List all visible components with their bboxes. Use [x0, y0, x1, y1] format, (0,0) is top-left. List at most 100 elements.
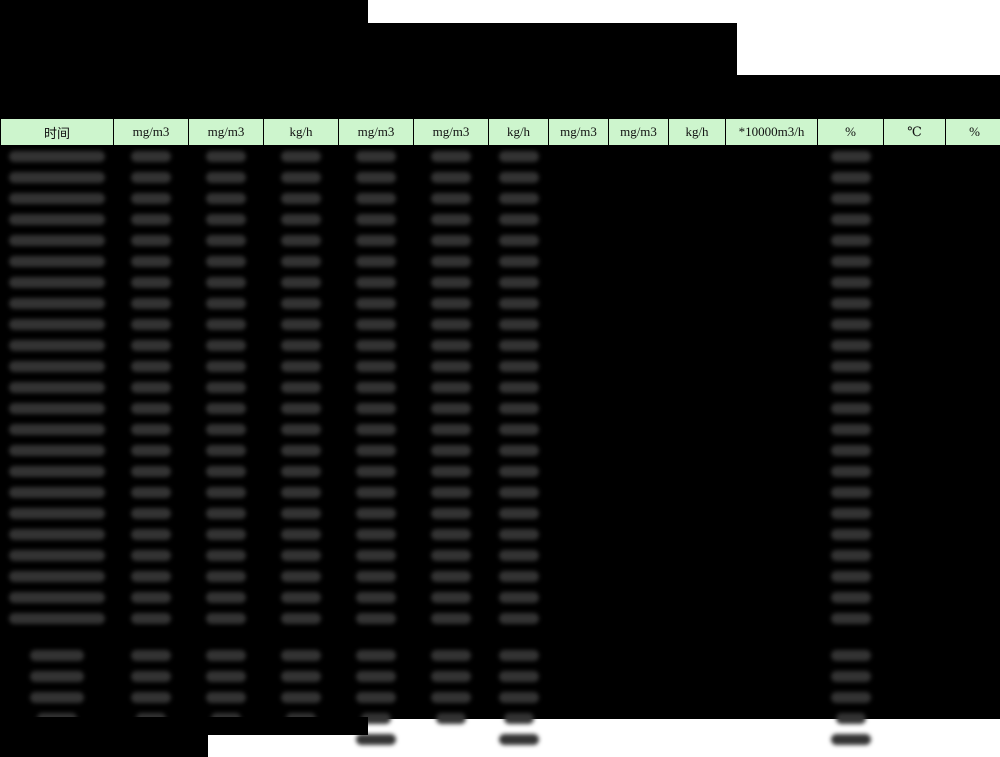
- redacted-value: [498, 193, 539, 205]
- cell-col2: [114, 209, 189, 230]
- table-row: [1, 440, 1000, 461]
- redacted-value: [356, 193, 396, 205]
- cell-col9: [609, 209, 669, 230]
- cell-col4: [264, 545, 339, 566]
- cell-col7: [489, 398, 549, 419]
- mask-top-middle: [0, 23, 737, 75]
- redacted-value: [431, 382, 471, 394]
- cell-col6: [414, 729, 489, 750]
- cell-col5: [339, 356, 414, 377]
- cell-col2: [114, 545, 189, 566]
- redacted-value: [498, 671, 539, 683]
- cell-col6: [414, 461, 489, 482]
- cell-col3: [189, 188, 264, 209]
- cell-col10: [669, 461, 726, 482]
- cell-col4: [264, 335, 339, 356]
- cell-col6: [414, 666, 489, 687]
- redacted-value: [498, 319, 539, 331]
- cell-col3: [189, 440, 264, 461]
- cell-col5: [339, 503, 414, 524]
- cell-col13: [884, 230, 946, 251]
- cell-col13: [884, 482, 946, 503]
- cell-col7: [489, 293, 549, 314]
- column-header-time: 时间: [0, 118, 114, 146]
- redacted-value: [281, 487, 321, 499]
- cell-col11: [726, 188, 818, 209]
- cell-col14: [946, 461, 1000, 482]
- redacted-value: [9, 571, 105, 583]
- redacted-value: [131, 508, 171, 520]
- cell-col14: [946, 440, 1000, 461]
- redacted-value: [9, 214, 105, 226]
- cell-col6: [414, 503, 489, 524]
- cell-time: [1, 335, 114, 356]
- cell-col2: [114, 503, 189, 524]
- cell-col13: [884, 666, 946, 687]
- redacted-value: [431, 319, 471, 331]
- cell-col13: [884, 645, 946, 666]
- cell-col7: [489, 230, 549, 251]
- redacted-value: [9, 592, 105, 604]
- cell-col6: [414, 167, 489, 188]
- redacted-value: [206, 340, 246, 352]
- cell-col7: [489, 419, 549, 440]
- cell-col4: [264, 188, 339, 209]
- cell-col9: [609, 251, 669, 272]
- cell-col6: [414, 524, 489, 545]
- cell-time: [1, 524, 114, 545]
- table-row: [1, 482, 1000, 503]
- cell-col10: [669, 708, 726, 729]
- cell-col10: [669, 545, 726, 566]
- data-table-container: 时间 mg/m3 mg/m3 kg/h mg/m3 mg/m3 kg/h mg/m3 mg/m3…: [0, 118, 1000, 750]
- cell-col3: [189, 503, 264, 524]
- table-header: 时间 mg/m3 mg/m3 kg/h mg/m3 mg/m3 kg/h mg/m3 mg/m3…: [0, 118, 1000, 146]
- cell-col14: [946, 293, 1000, 314]
- cell-col5: [339, 608, 414, 629]
- redacted-value: [206, 550, 246, 562]
- cell-col6: [414, 645, 489, 666]
- redacted-value: [431, 361, 471, 373]
- redacted-value: [281, 592, 321, 604]
- cell-col10: [669, 566, 726, 587]
- redacted-value: [356, 445, 396, 457]
- redacted-value: [281, 277, 321, 289]
- cell-col12: [818, 440, 884, 461]
- redacted-value: [431, 298, 471, 310]
- redacted-value: [281, 613, 321, 625]
- cell-col10: [669, 230, 726, 251]
- cell-time: [1, 482, 114, 503]
- cell-col11: [726, 146, 818, 168]
- cell-col14: [946, 314, 1000, 335]
- cell-col4: [264, 251, 339, 272]
- cell-col4: [264, 167, 339, 188]
- redacted-value: [830, 298, 871, 310]
- redacted-value: [131, 550, 171, 562]
- redacted-value: [830, 692, 871, 704]
- cell-col3: [189, 167, 264, 188]
- cell-col6: [414, 188, 489, 209]
- redacted-value: [830, 361, 871, 373]
- redacted-value: [131, 319, 171, 331]
- redacted-value: [830, 340, 871, 352]
- cell-col7: [489, 440, 549, 461]
- redacted-value: [356, 151, 396, 163]
- redacted-value: [9, 298, 105, 310]
- cell-col9: [609, 419, 669, 440]
- redacted-value: [498, 361, 539, 373]
- cell-col10: [669, 377, 726, 398]
- redacted-value: [206, 466, 246, 478]
- cell-col11: [726, 666, 818, 687]
- cell-time: [1, 209, 114, 230]
- redacted-value: [9, 445, 105, 457]
- table-row: [1, 377, 1000, 398]
- cell-col14: [946, 645, 1000, 666]
- redacted-value: [131, 382, 171, 394]
- redacted-value: [498, 298, 539, 310]
- cell-col2: [114, 440, 189, 461]
- redacted-value: [830, 193, 871, 205]
- cell-col4: [264, 482, 339, 503]
- cell-col11: [726, 461, 818, 482]
- redacted-value: [131, 361, 171, 373]
- column-header-col10: kg/h: [668, 118, 726, 146]
- redacted-value: [431, 592, 471, 604]
